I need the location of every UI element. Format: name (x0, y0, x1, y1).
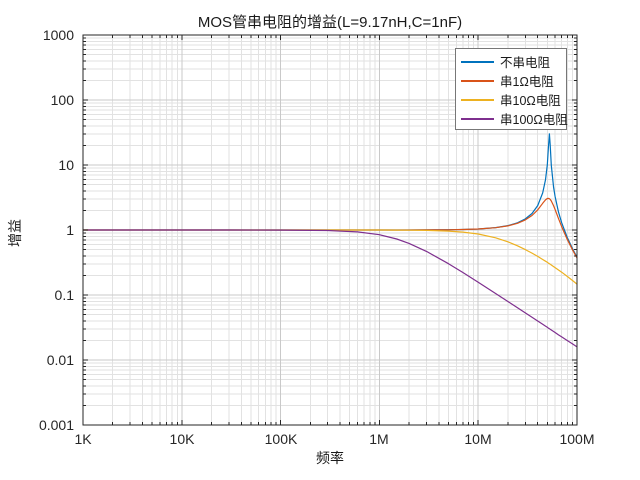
legend-box: 不串电阻 串1Ω电阻 串10Ω电阻 串100Ω电阻 (455, 48, 568, 130)
legend-label: 串1Ω电阻 (500, 75, 554, 89)
y-axis-label: 增益 (7, 219, 23, 247)
y-tick-label-10: 10 (58, 157, 74, 173)
x-tick-label-100k: 100K (264, 431, 298, 447)
legend-item-no-resistor: 不串电阻 (461, 52, 566, 71)
legend-line-swatch-purple (461, 117, 494, 120)
x-tick-label-10m: 10M (464, 431, 492, 447)
plot-border (82, 34, 578, 426)
y-tick-label-0p001: 0.001 (38, 417, 74, 433)
x-tick-label-1k: 1K (74, 431, 92, 447)
series-line-1 (83, 197, 578, 259)
legend-item-100ohm: 串100Ω电阻 (461, 109, 568, 128)
legend-label: 不串电阻 (500, 56, 551, 70)
x-tick-label-1m: 1M (369, 431, 389, 447)
chart-title: MOS管串电阻的增益(L=9.17nH,C=1nF) (197, 14, 463, 31)
y-tick-label-1000: 1000 (42, 27, 74, 43)
series-line-2 (83, 229, 578, 285)
series-line-0 (83, 133, 578, 258)
series-line-3 (83, 229, 578, 348)
legend-item-10ohm: 串10Ω电阻 (461, 90, 566, 109)
legend-line-swatch-blue (461, 60, 494, 63)
x-tick-label-100m: 100M (559, 431, 595, 447)
y-tick-label-100: 100 (50, 92, 74, 108)
x-axis-label: 频率 (316, 450, 344, 466)
legend-label: 串100Ω电阻 (500, 113, 568, 127)
y-tick-label-0p1: 0.1 (54, 287, 74, 303)
y-tick-label-0p01: 0.01 (46, 352, 74, 368)
legend-line-swatch-orange (461, 79, 494, 82)
legend-label: 串10Ω电阻 (500, 94, 561, 108)
legend-item-1ohm: 串1Ω电阻 (461, 71, 566, 90)
x-tick-label-10k: 10K (169, 431, 195, 447)
y-tick-label-1: 1 (66, 222, 74, 238)
legend-line-swatch-yellow (461, 98, 494, 101)
